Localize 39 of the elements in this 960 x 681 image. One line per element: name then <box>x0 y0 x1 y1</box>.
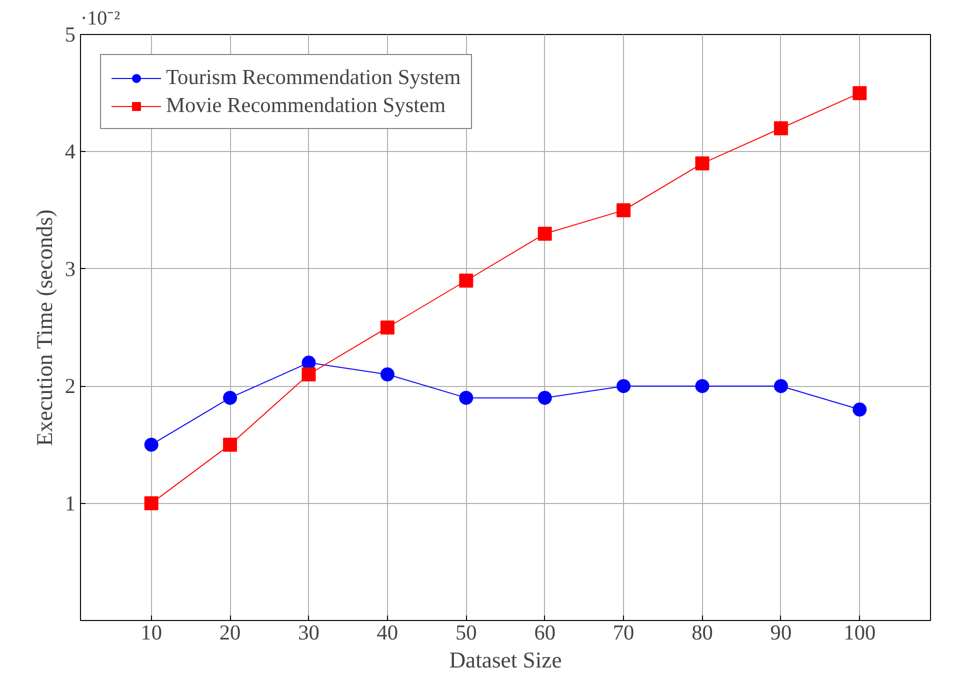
point <box>774 379 788 394</box>
y-tick-label: 4 <box>64 140 76 164</box>
x-tick-label: 50 <box>455 620 477 644</box>
x-tick-label: 20 <box>219 620 241 644</box>
point <box>144 438 158 452</box>
x-tick-label: 100 <box>844 620 876 644</box>
x-tick-label: 10 <box>140 620 162 644</box>
point <box>852 86 867 100</box>
point <box>695 156 710 170</box>
text: ·10⁻² <box>80 8 120 30</box>
y-tick-label: 2 <box>64 374 76 398</box>
point <box>380 320 394 334</box>
y-tick-label: 1 <box>64 491 76 516</box>
point <box>774 121 788 136</box>
point <box>616 379 631 394</box>
point <box>223 438 238 452</box>
point <box>459 390 474 405</box>
y-tick-label: 3 <box>64 256 76 281</box>
point <box>538 390 552 405</box>
point <box>852 402 867 417</box>
point <box>380 367 394 382</box>
x-tick-label: 80 <box>692 620 713 644</box>
point <box>616 203 631 218</box>
legend-label: Tourism Recommendation System <box>166 65 461 90</box>
x-tick-label: 60 <box>534 620 556 644</box>
point <box>695 379 710 394</box>
point <box>144 496 158 510</box>
x-tick-label: 30 <box>298 620 320 644</box>
point <box>459 274 474 288</box>
y-axis-title: Execution Time (seconds) <box>32 209 57 446</box>
x-axis-title: Dataset Size <box>449 648 562 672</box>
legend-label: Movie Recommendation System <box>166 93 446 118</box>
y-tick-label: 5 <box>64 22 76 46</box>
x-tick-label: 70 <box>612 620 634 644</box>
x-tick-label: 40 <box>376 620 398 644</box>
point <box>538 226 552 241</box>
point <box>302 367 316 382</box>
x-tick-label: 90 <box>770 620 792 644</box>
point <box>223 390 238 405</box>
